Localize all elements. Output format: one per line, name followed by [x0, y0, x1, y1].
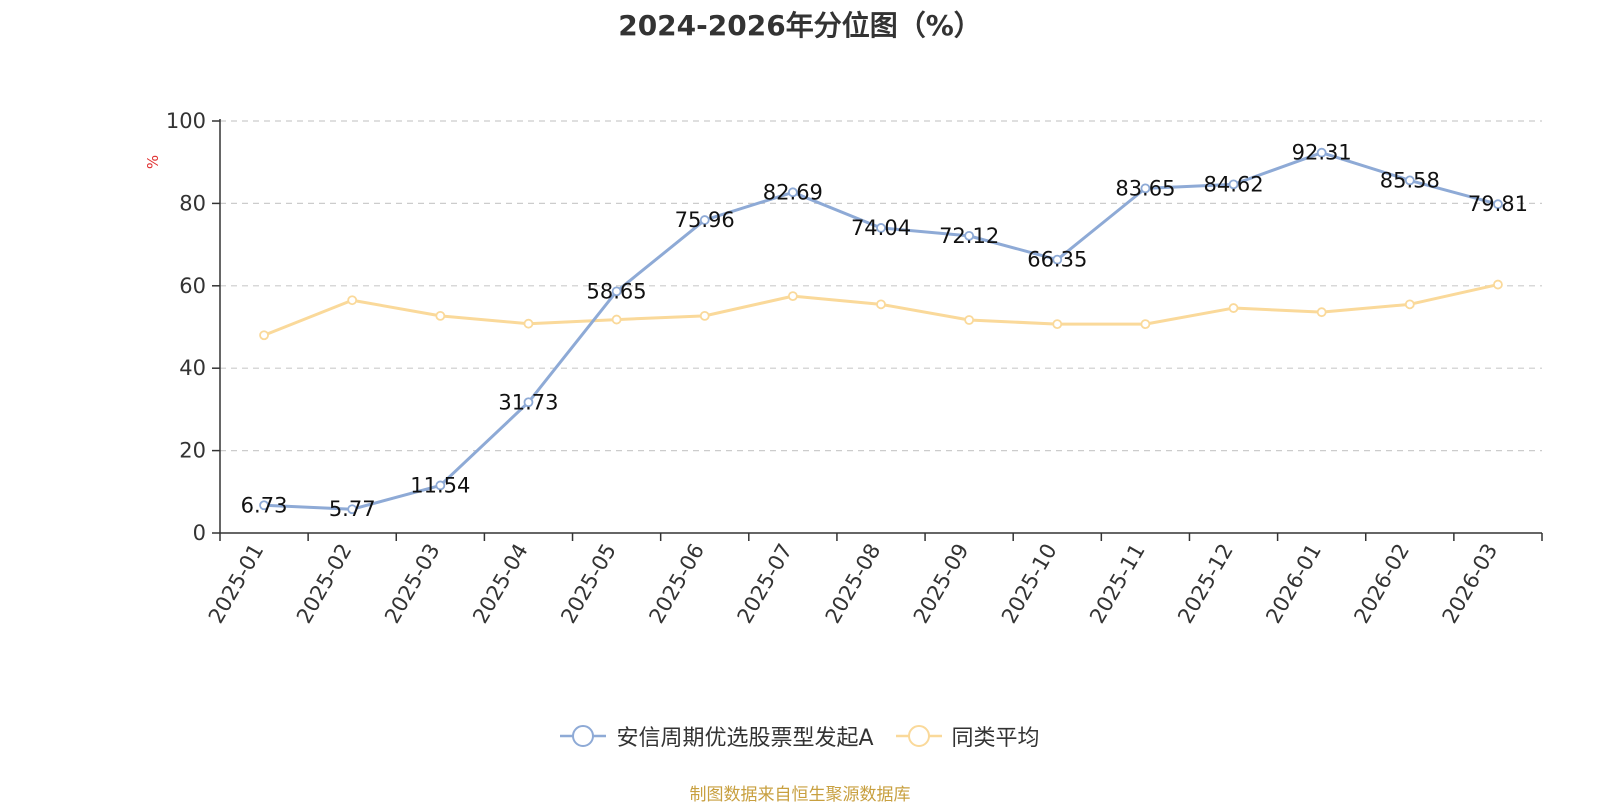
y-tick-label: 40	[179, 356, 206, 380]
chart-title: 2024-2026年分位图（%）	[618, 9, 982, 42]
data-point[interactable]	[347, 295, 358, 306]
data-point[interactable]	[611, 314, 622, 325]
data-label: 82.69	[763, 180, 823, 204]
y-tick-label: 20	[179, 439, 206, 463]
x-tick-label: 2025-04	[468, 540, 533, 628]
data-label: 66.35	[1027, 248, 1087, 272]
data-label: 72.12	[939, 224, 999, 248]
x-tick-label: 2025-12	[1173, 540, 1238, 628]
data-point[interactable]	[964, 315, 975, 325]
data-label: 75.96	[675, 208, 735, 232]
data-point[interactable]	[1493, 279, 1503, 290]
data-label: 83.65	[1115, 176, 1175, 200]
x-tick-label: 2025-02	[292, 540, 357, 628]
series-line-0	[263, 151, 1499, 511]
x-tick-label: 2025-07	[733, 540, 798, 628]
data-label: 92.31	[1292, 141, 1352, 165]
x-tick-label: 2026-01	[1261, 540, 1326, 628]
x-tick-label: 2025-09	[909, 539, 974, 627]
x-tick-label: 2025-01	[204, 540, 269, 628]
legend-label-average: 同类平均	[951, 726, 1040, 751]
data-point[interactable]	[876, 299, 886, 310]
x-tick-label: 2025-06	[644, 540, 709, 628]
data-point[interactable]	[435, 310, 446, 321]
legend-line-circle-icon	[895, 725, 942, 747]
data-label: 31.73	[498, 390, 558, 414]
x-tick-label: 2026-02	[1349, 540, 1414, 628]
legend-label-fund: 安信周期优选股票型发起A	[616, 726, 874, 751]
data-point[interactable]	[523, 397, 534, 408]
x-tick-label: 2025-10	[997, 540, 1062, 628]
x-tick-label: 2025-05	[556, 540, 621, 628]
series	[259, 147, 1503, 515]
legend-line-circle-icon	[560, 725, 607, 747]
legend-item-fund[interactable]: 安信周期优选股票型发起A	[560, 720, 874, 752]
y-tick-label: 0	[193, 521, 206, 545]
data-point[interactable]	[611, 286, 622, 297]
legend-item-average[interactable]: 同类平均	[895, 720, 1040, 752]
x-tick-label: 2025-03	[380, 540, 445, 628]
data-point[interactable]	[699, 310, 710, 321]
data-point[interactable]	[1140, 319, 1151, 330]
data-label: 85.58	[1380, 168, 1440, 192]
x-tick-label: 2026-03	[1438, 540, 1503, 628]
data-point[interactable]	[259, 330, 269, 341]
data-point[interactable]	[523, 318, 534, 329]
x-tick-label: 2025-08	[821, 540, 886, 628]
data-point[interactable]	[1404, 299, 1415, 310]
data-point[interactable]	[1052, 254, 1063, 265]
data-point[interactable]	[1228, 179, 1239, 190]
data-labels: 6.73 5.77 11.54 31.73 58.65 75.96 82.69 74.04 72…	[241, 141, 1528, 522]
data-point[interactable]	[876, 223, 886, 233]
data-point[interactable]	[1316, 307, 1327, 318]
data-point[interactable]	[787, 291, 798, 302]
x-tick-label: 2025-11	[1085, 540, 1150, 628]
grid-lines	[220, 120, 1542, 452]
data-point[interactable]	[964, 230, 975, 241]
data-point[interactable]	[1493, 199, 1503, 210]
y-tick-label: 60	[179, 274, 206, 298]
data-label: 6.73	[241, 493, 288, 517]
series-line-1	[263, 283, 1499, 337]
y-tick-label: 100	[166, 109, 206, 133]
data-label: 58.65	[587, 279, 647, 303]
data-label: 79.81	[1468, 192, 1528, 216]
data-label: 74.04	[851, 216, 911, 240]
y-axis-label: %	[144, 155, 162, 169]
data-source-note: 制图数据来自恒生聚源数据库	[689, 785, 911, 805]
y-tick-label: 80	[179, 191, 206, 215]
data-point[interactable]	[787, 187, 798, 198]
data-point[interactable]	[1316, 147, 1327, 158]
data-label: 5.77	[329, 497, 376, 521]
data-point[interactable]	[259, 500, 269, 511]
data-point[interactable]	[1228, 303, 1239, 313]
data-label: 84.62	[1203, 172, 1263, 196]
data-point[interactable]	[699, 215, 710, 225]
data-point[interactable]	[435, 480, 446, 491]
legend: 安信周期优选股票型发起A 同类平均	[0, 720, 1600, 752]
data-point[interactable]	[1140, 183, 1151, 194]
data-point[interactable]	[1052, 319, 1063, 330]
data-point[interactable]	[347, 504, 358, 515]
data-point[interactable]	[1404, 175, 1415, 186]
data-label: 11.54	[410, 473, 470, 497]
